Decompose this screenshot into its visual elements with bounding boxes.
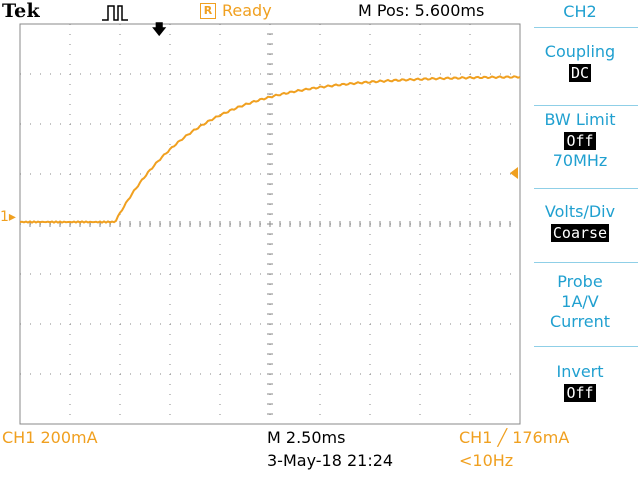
acquisition-status: R Ready [200, 1, 272, 20]
ch1-scale: CH1 200mA [2, 428, 98, 447]
left-triangle-icon [510, 167, 518, 179]
probe-button[interactable]: Probe 1A/V Current [530, 272, 630, 332]
ch1-marker-label: 1 [0, 209, 9, 225]
probe-type: Current [549, 312, 611, 331]
menu-title: CH2 [563, 2, 597, 21]
side-menu: CH2 Coupling DC BW Limit Off 70MHz Volts… [530, 0, 640, 430]
pulse-waveform-icon [102, 5, 128, 21]
coupling-value: DC [568, 64, 592, 82]
datetime: 3-May-18 21:24 [267, 451, 394, 470]
probe-label: Probe [557, 272, 603, 291]
volts-div-button[interactable]: Volts/Div Coarse [530, 202, 630, 243]
trigger-frequency: <10Hz [459, 451, 514, 470]
bw-limit-value: Off [564, 132, 596, 150]
ch1-ground-marker: 1▸ [0, 209, 16, 225]
timebase: M 2.50ms [267, 428, 346, 447]
coupling-label: Coupling [544, 42, 616, 61]
bw-limit-label: BW Limit [544, 110, 616, 129]
brand-logo: Tek [2, 0, 40, 22]
status-box: R [200, 2, 216, 19]
ch1-waveform [19, 75, 521, 224]
trigger-setting: CH1 ╱ 176mA [459, 428, 570, 447]
menu-divider [534, 27, 638, 28]
coupling-button[interactable]: Coupling DC [530, 42, 630, 83]
invert-button[interactable]: Invert Off [530, 362, 630, 403]
menu-divider [534, 346, 638, 347]
volts-div-label: Volts/Div [544, 202, 616, 221]
waveform-display[interactable] [19, 23, 521, 425]
invert-value: Off [564, 384, 596, 402]
menu-divider [534, 262, 638, 263]
invert-label: Invert [556, 362, 604, 381]
probe-ratio: 1A/V [561, 292, 599, 311]
volts-div-value: Coarse [550, 224, 610, 242]
graticule [19, 23, 521, 425]
status-text: Ready [222, 1, 272, 20]
bw-limit-button[interactable]: BW Limit Off 70MHz [530, 110, 630, 171]
menu-divider [534, 188, 638, 189]
bw-limit-frequency: 70MHz [552, 151, 608, 170]
horizontal-position: M Pos: 5.600ms [358, 1, 485, 20]
down-arrow-icon: 🡇 [152, 22, 167, 38]
menu-divider [534, 105, 638, 106]
